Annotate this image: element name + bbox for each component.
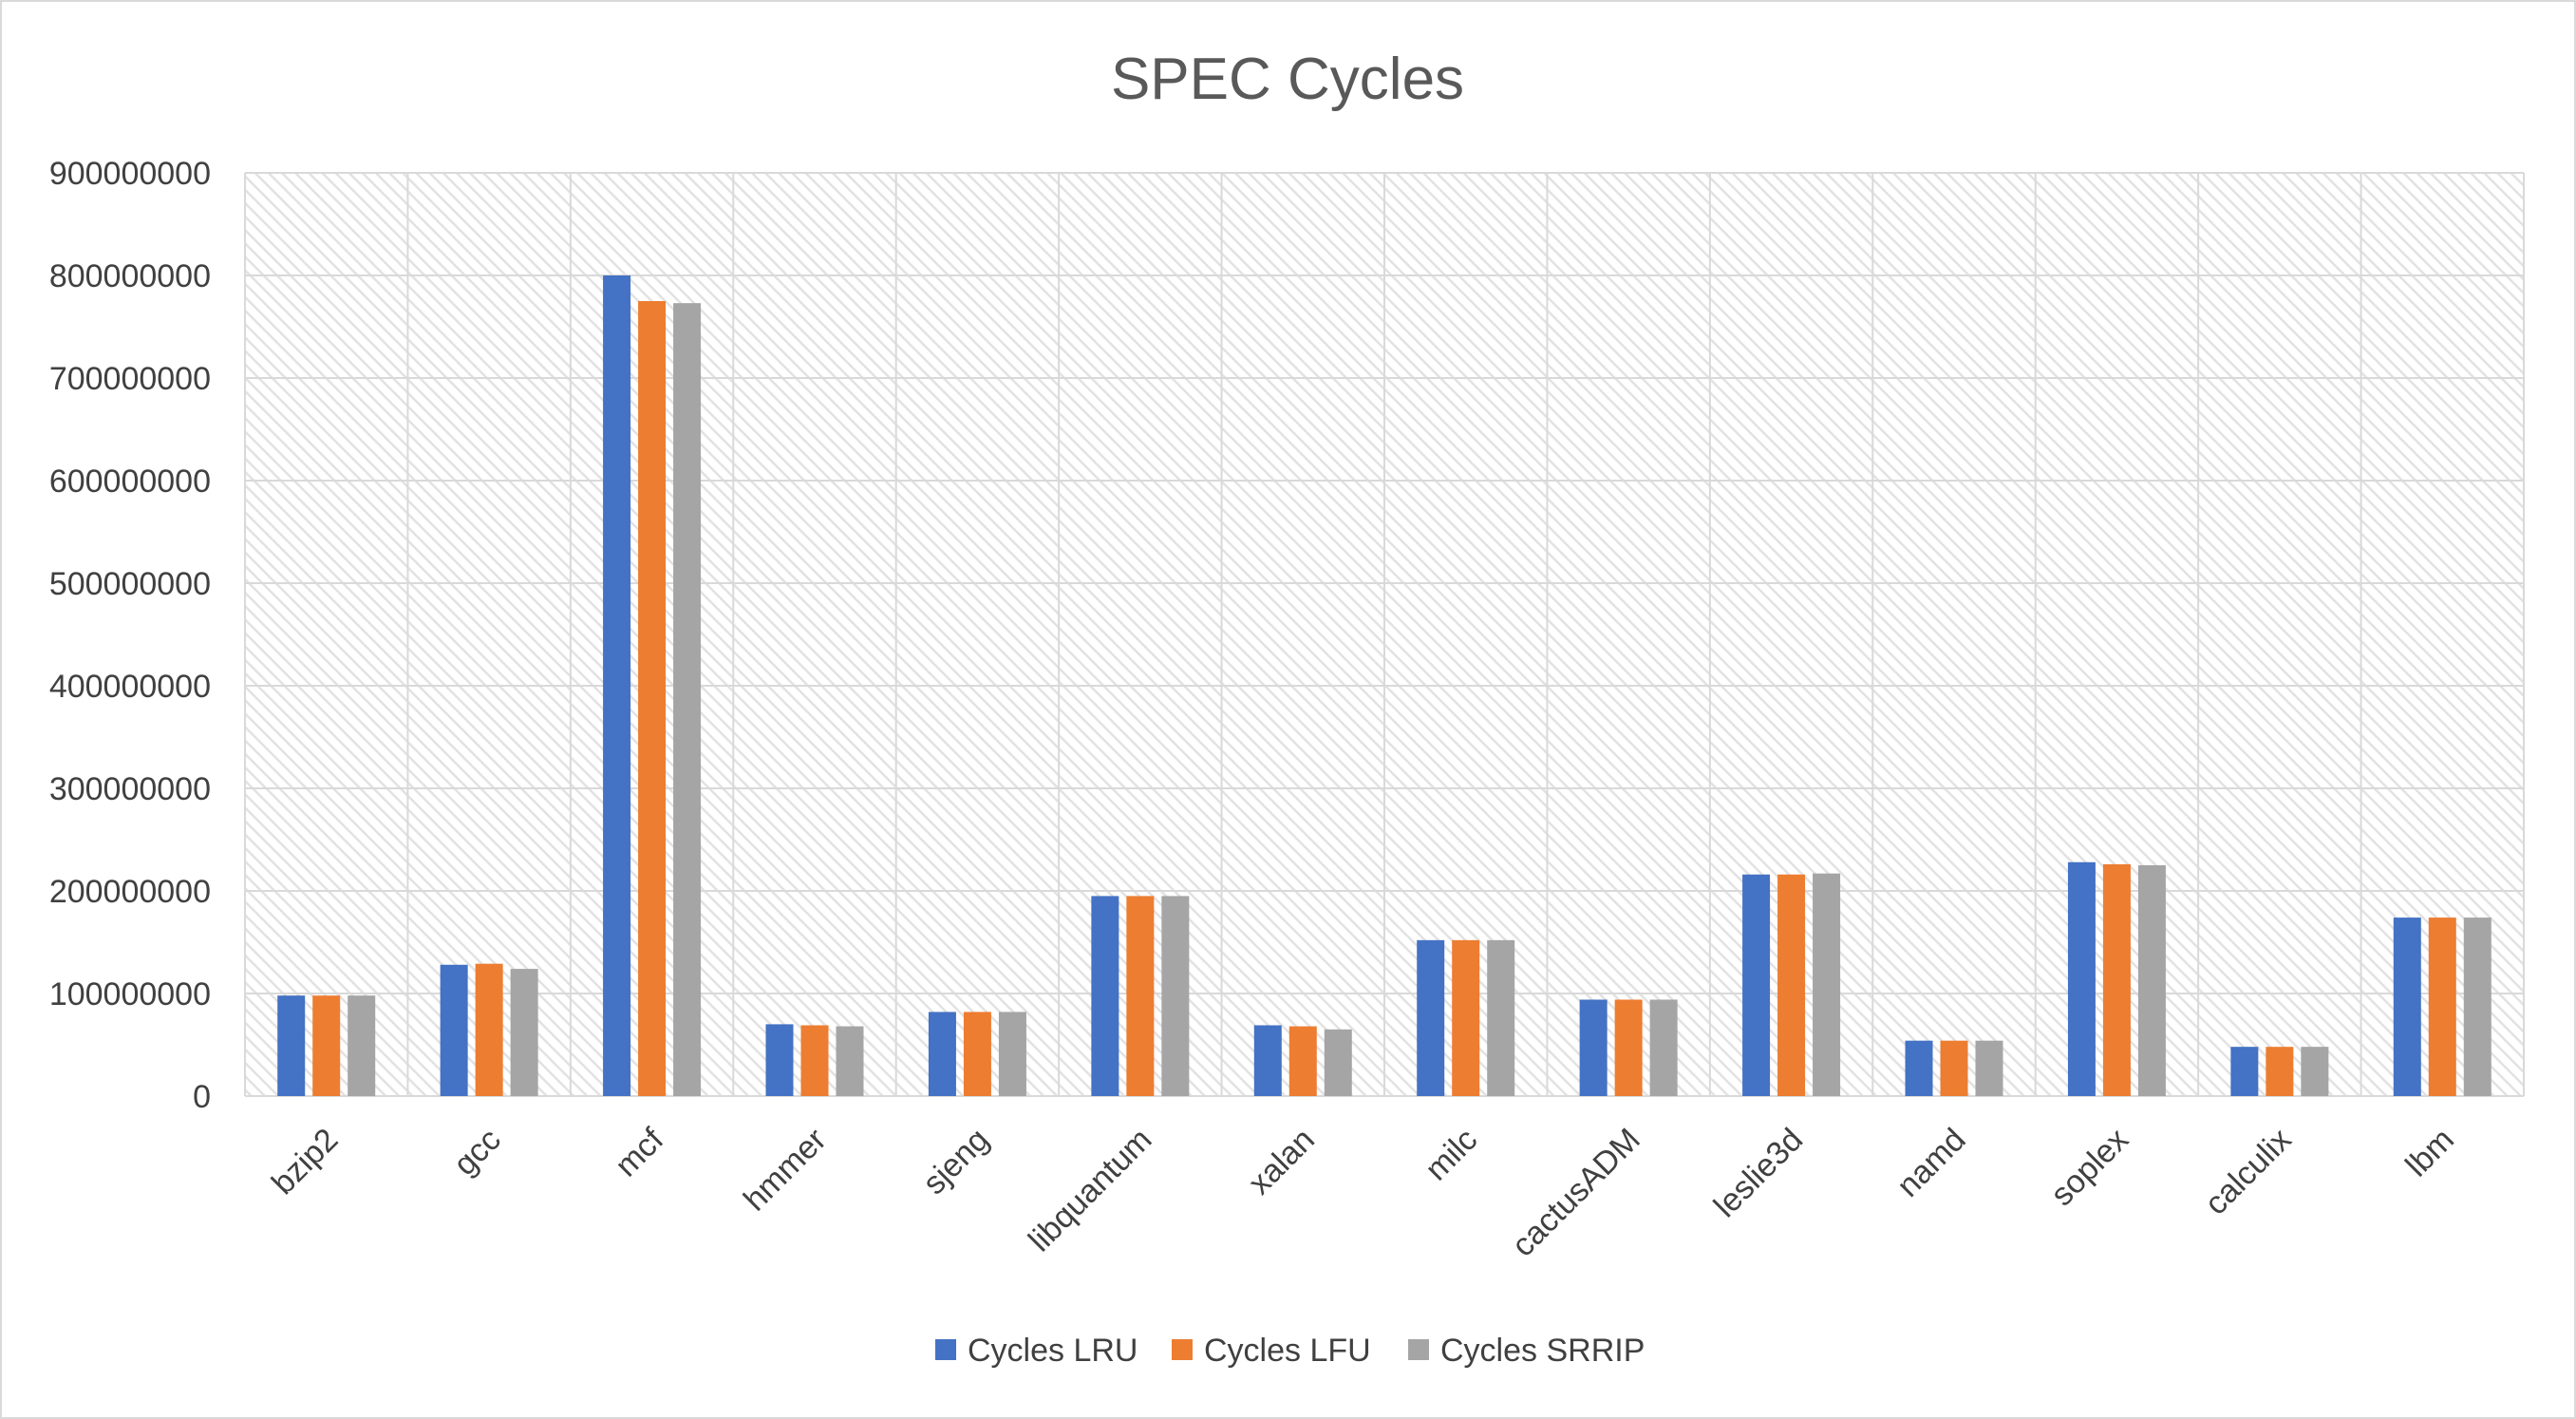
bar-xalan-2 xyxy=(1324,1029,1352,1096)
bar-namd-0 xyxy=(1905,1040,1933,1096)
bar-soplex-1 xyxy=(2102,863,2131,1096)
bar-hmmer-0 xyxy=(765,1024,794,1096)
y-tick-label: 200000000 xyxy=(49,874,211,910)
bar-cactusADM-2 xyxy=(1649,999,1678,1096)
bar-hmmer-1 xyxy=(800,1025,829,1096)
bar-cactusADM-1 xyxy=(1614,999,1643,1096)
bar-mcf-0 xyxy=(603,275,631,1096)
legend-label: Cycles LFU xyxy=(1204,1333,1371,1369)
y-tick-label: 0 xyxy=(193,1079,211,1115)
y-tick-label: 800000000 xyxy=(49,258,211,294)
legend-swatch xyxy=(1172,1339,1193,1360)
bar-namd-1 xyxy=(1940,1040,1968,1096)
bar-libquantum-2 xyxy=(1161,896,1190,1096)
y-tick-label: 400000000 xyxy=(49,669,211,705)
bar-libquantum-0 xyxy=(1091,896,1119,1096)
bar-sjeng-1 xyxy=(963,1012,991,1096)
bar-calculix-1 xyxy=(2266,1047,2294,1096)
bar-lbm-2 xyxy=(2463,918,2491,1096)
y-tick-label: 900000000 xyxy=(49,156,211,192)
bar-milc-2 xyxy=(1487,939,1515,1096)
bar-mcf-2 xyxy=(673,303,702,1096)
bar-calculix-0 xyxy=(2230,1047,2259,1096)
legend-label: Cycles LRU xyxy=(968,1333,1138,1369)
bar-leslie3d-0 xyxy=(1742,874,1771,1096)
bar-leslie3d-1 xyxy=(1777,874,1806,1096)
bar-xalan-1 xyxy=(1288,1026,1317,1096)
bar-sjeng-2 xyxy=(998,1012,1026,1096)
bar-milc-1 xyxy=(1452,939,1480,1096)
y-tick-label: 500000000 xyxy=(49,566,211,602)
bar-gcc-0 xyxy=(440,964,468,1096)
y-tick-label: 600000000 xyxy=(49,464,211,500)
bar-lbm-0 xyxy=(2393,918,2421,1096)
y-tick-label: 700000000 xyxy=(49,361,211,397)
legend-label: Cycles SRRIP xyxy=(1440,1333,1645,1369)
bar-lbm-1 xyxy=(2428,918,2456,1096)
bar-leslie3d-2 xyxy=(1813,873,1841,1096)
bar-calculix-2 xyxy=(2301,1047,2329,1096)
bar-gcc-1 xyxy=(475,963,503,1096)
bar-bzip2-2 xyxy=(348,995,376,1096)
y-tick-label: 300000000 xyxy=(49,771,211,807)
y-tick-label: 100000000 xyxy=(49,976,211,1012)
bar-soplex-0 xyxy=(2067,861,2096,1096)
legend: Cycles LRU Cycles LFU Cycles SRRIP xyxy=(935,1333,1645,1369)
legend-swatch xyxy=(1408,1339,1429,1360)
bar-sjeng-0 xyxy=(928,1012,956,1096)
bar-libquantum-1 xyxy=(1126,896,1155,1096)
bar-gcc-2 xyxy=(510,969,538,1096)
bar-bzip2-0 xyxy=(277,995,306,1096)
chart-title: SPEC Cycles xyxy=(1111,47,1464,112)
bar-xalan-0 xyxy=(1253,1025,1282,1096)
legend-swatch xyxy=(935,1339,956,1360)
bar-cactusADM-0 xyxy=(1579,999,1608,1096)
bar-soplex-2 xyxy=(2137,865,2166,1096)
bar-mcf-1 xyxy=(638,301,667,1096)
bar-milc-0 xyxy=(1417,939,1445,1096)
y-axis-tick-labels: 0 100000000 200000000 300000000 400000000 500… xyxy=(49,156,211,1115)
bar-hmmer-2 xyxy=(836,1026,864,1096)
bars xyxy=(277,275,2491,1096)
bar-bzip2-1 xyxy=(312,995,341,1096)
bar-namd-2 xyxy=(1975,1040,2003,1096)
